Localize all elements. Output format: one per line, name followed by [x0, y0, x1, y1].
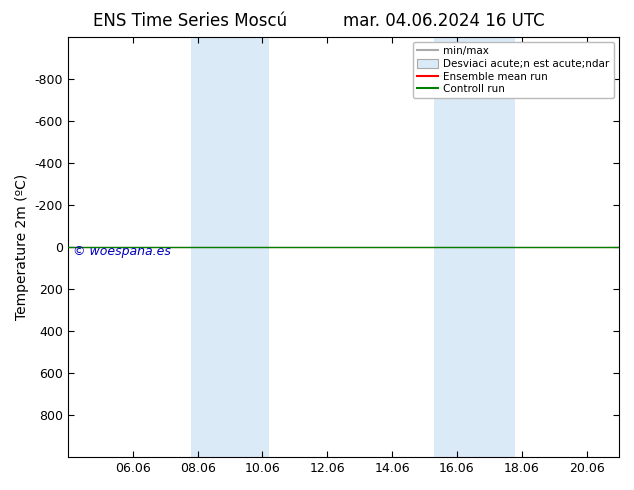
- Legend: min/max, Desviaci acute;n est acute;ndar, Ensemble mean run, Controll run: min/max, Desviaci acute;n est acute;ndar…: [413, 42, 614, 98]
- Bar: [434, 37, 515, 457]
- Text: mar. 04.06.2024 16 UTC: mar. 04.06.2024 16 UTC: [343, 12, 545, 30]
- Text: © woespana.es: © woespana.es: [74, 245, 171, 258]
- Bar: [191, 37, 269, 457]
- Y-axis label: Temperature 2m (ºC): Temperature 2m (ºC): [15, 174, 29, 320]
- Text: ENS Time Series Moscú: ENS Time Series Moscú: [93, 12, 287, 30]
